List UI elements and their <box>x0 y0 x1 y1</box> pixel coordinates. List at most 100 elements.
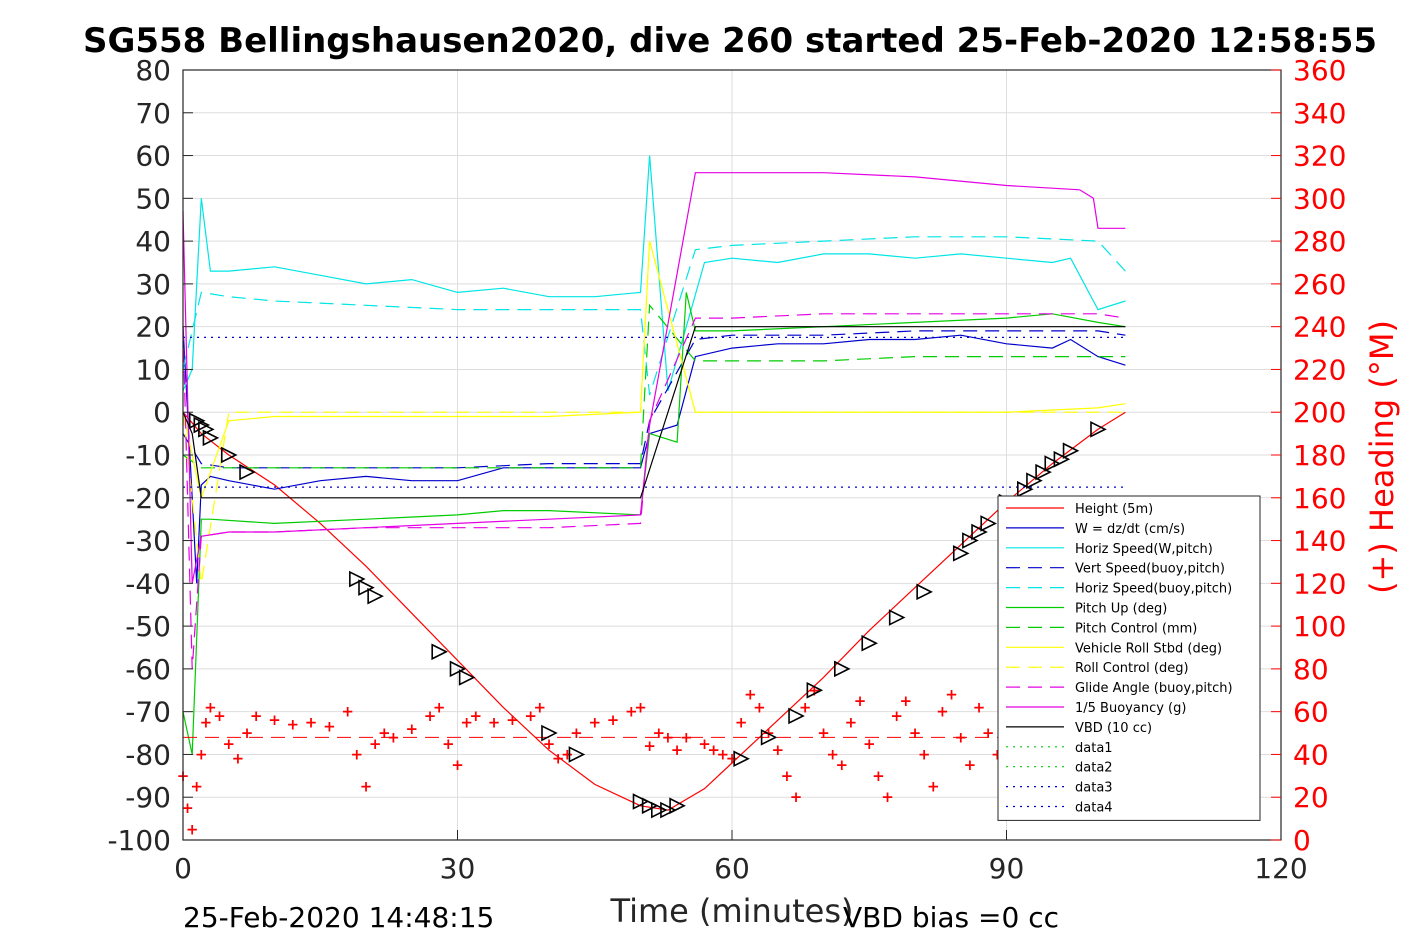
heading-marker: + <box>241 724 254 742</box>
heading-marker: + <box>918 745 931 763</box>
right-tick-label: 340 <box>1293 97 1346 130</box>
right-tick-label: 120 <box>1293 567 1346 600</box>
x-tick-label: 90 <box>989 852 1025 885</box>
gps-marker <box>760 729 778 746</box>
heading-marker: + <box>927 778 940 796</box>
right-tick-label: 240 <box>1293 311 1346 344</box>
gps-marker <box>632 793 650 810</box>
gps-marker <box>861 634 879 652</box>
left-tick-label: -100 <box>107 824 171 857</box>
legend-label: 1/5 Buoyancy (g) <box>1075 701 1186 716</box>
x-axis: 0 30 60 90 120 <box>174 830 1308 885</box>
left-axis: 80 70 60 50 40 30 20 10 0 -10 -20 -30 -40 -50 -60 -70 -8… <box>107 54 193 857</box>
gps-marker <box>449 660 467 678</box>
heading-marker: + <box>190 778 203 796</box>
legend-label: data1 <box>1075 741 1113 756</box>
gps-marker <box>239 463 256 481</box>
left-tick-label: -70 <box>125 696 171 729</box>
heading-marker: + <box>771 741 784 759</box>
heading-marker: + <box>506 711 519 729</box>
heading-marker: + <box>561 745 574 763</box>
legend-label: Vert Speed(buoy,pitch) <box>1075 562 1225 577</box>
heading-marker: + <box>909 724 922 742</box>
gps-marker <box>367 587 384 605</box>
legend-label: data2 <box>1075 761 1113 776</box>
x-tick-label: 30 <box>440 852 476 885</box>
right-tick-label: 180 <box>1293 439 1346 472</box>
heading-marker: + <box>451 756 464 774</box>
heading-marker: + <box>378 724 391 742</box>
heading-marker: + <box>232 750 245 768</box>
series-line <box>182 411 1126 811</box>
gps-marker <box>1062 442 1080 460</box>
heading-marker: + <box>222 735 235 753</box>
heading-marker: + <box>186 820 199 838</box>
heading-marker: + <box>588 713 601 731</box>
heading-marker: + <box>735 713 748 731</box>
x-tick-label: 120 <box>1254 852 1307 885</box>
right-tick-label: 20 <box>1293 781 1329 814</box>
left-tick-label: 10 <box>135 353 171 386</box>
gps-marker <box>1053 450 1071 468</box>
legend-label: data3 <box>1075 781 1113 796</box>
gps-marker <box>916 583 933 601</box>
x-axis-label: Time (minutes) <box>610 892 854 930</box>
heading-marker: + <box>900 692 913 710</box>
heading-marker: + <box>954 728 967 746</box>
heading-marker: + <box>570 724 583 742</box>
heading-marker: + <box>936 703 949 721</box>
footer-timestamp: 25-Feb-2020 14:48:15 <box>183 901 494 934</box>
gps-marker <box>962 532 979 549</box>
right-tick-label: 140 <box>1293 525 1346 558</box>
gps-marker <box>431 643 448 661</box>
heading-marker: + <box>836 756 849 774</box>
heading-marker: + <box>268 711 281 729</box>
right-tick-label: 100 <box>1293 610 1346 643</box>
heading-marker: + <box>964 756 977 774</box>
legend-label: Horiz Speed(W,pitch) <box>1075 542 1213 557</box>
right-tick-label: 280 <box>1293 225 1346 258</box>
heading-marker: + <box>845 713 858 731</box>
heading-marker: + <box>790 788 803 806</box>
right-axis: 3603403203002802602402202001801601401201… <box>1271 54 1346 857</box>
legend-label: Roll Control (deg) <box>1075 661 1189 676</box>
chart-title: SG558 Bellingshausen2020, dive 260 start… <box>83 21 1377 61</box>
heading-marker: + <box>424 707 437 725</box>
right-tick-label: 300 <box>1293 182 1346 215</box>
series-line <box>182 240 1126 584</box>
heading-marker: + <box>863 735 876 753</box>
gps-marker <box>1090 421 1107 438</box>
heading-marker: + <box>881 788 894 806</box>
gps-marker <box>650 801 668 819</box>
heading-marker: + <box>287 716 300 734</box>
left-tick-label: 30 <box>135 268 171 301</box>
heading-marker: + <box>534 698 547 716</box>
heading-marker: + <box>799 698 812 716</box>
heading-marker: + <box>634 698 647 716</box>
legend-label: Pitch Control (mm) <box>1075 621 1197 636</box>
gps-marker <box>1044 455 1062 472</box>
gps-marker <box>188 412 206 430</box>
gps-marker <box>733 750 750 768</box>
heading-marker: + <box>973 698 986 716</box>
heading-marker: + <box>387 728 400 746</box>
legend-label: Pitch Up (deg) <box>1075 602 1167 617</box>
series-line <box>182 326 1126 584</box>
gps-marker <box>202 429 220 447</box>
heading-marker: + <box>369 735 382 753</box>
heading-marker: + <box>305 713 318 731</box>
left-tick-label: -40 <box>125 567 171 600</box>
gps-marker <box>358 579 375 596</box>
gps-marker <box>458 669 476 686</box>
gps-marker <box>833 660 851 678</box>
gps-marker <box>1035 463 1052 481</box>
gps-marker <box>888 609 906 626</box>
heading-marker: + <box>698 735 711 753</box>
heading-marker: + <box>405 720 418 738</box>
right-tick-label: 260 <box>1293 268 1346 301</box>
series-line <box>182 292 1126 755</box>
heading-marker: + <box>717 745 730 763</box>
x-tick-label: 0 <box>174 852 192 885</box>
heading-marker: + <box>442 735 455 753</box>
heading-marker: + <box>817 724 830 742</box>
